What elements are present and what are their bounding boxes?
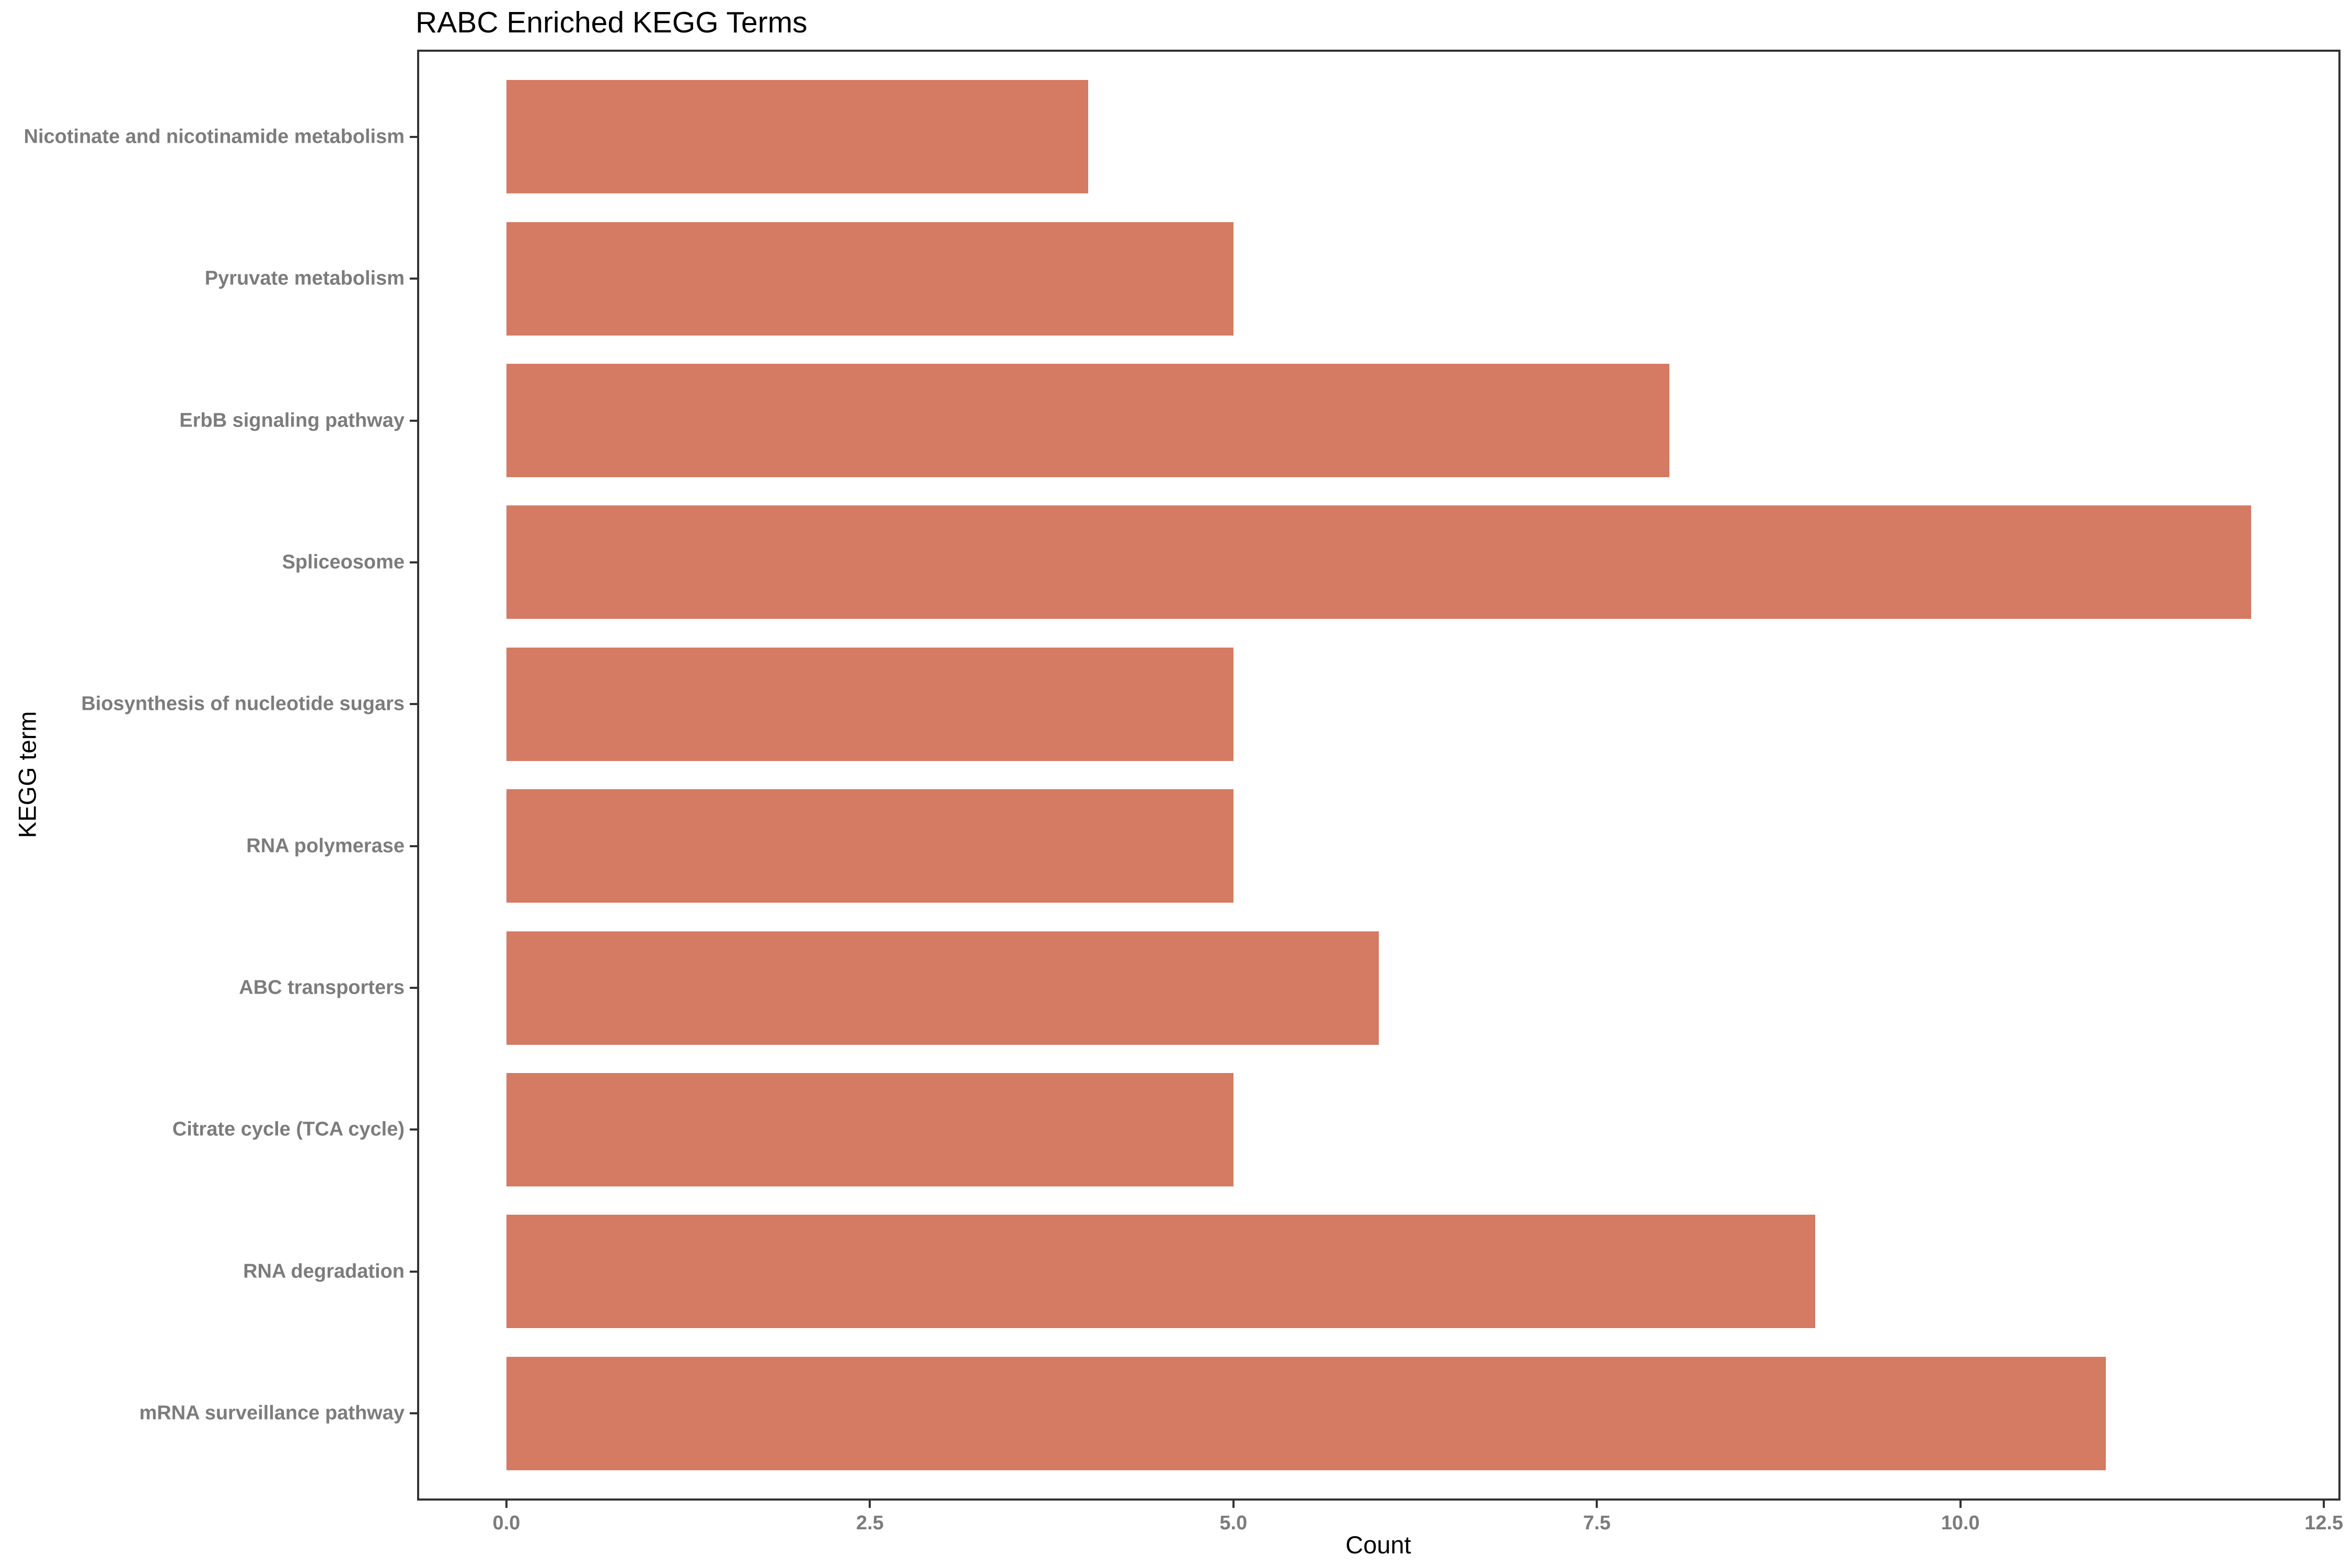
y-tick-label: Citrate cycle (TCA cycle) — [172, 1118, 405, 1140]
x-tick-label: 2.5 — [856, 1512, 884, 1534]
bar — [506, 80, 1088, 194]
x-tick-label: 5.0 — [1219, 1512, 1248, 1534]
chart-title: RABC Enriched KEGG Terms — [416, 6, 808, 39]
x-tick-mark — [2323, 1501, 2325, 1508]
y-tick-mark — [410, 561, 417, 563]
x-tick-label: 0.0 — [492, 1512, 521, 1534]
bar — [506, 931, 1379, 1045]
y-tick-label: ABC transporters — [239, 976, 405, 999]
y-tick-mark — [410, 703, 417, 706]
y-tick-label: Pyruvate metabolism — [204, 267, 405, 290]
y-tick-mark — [410, 1128, 417, 1131]
x-tick-mark — [1232, 1501, 1235, 1508]
y-tick-label: Spliceosome — [282, 551, 405, 573]
x-tick-label: 10.0 — [1941, 1512, 1980, 1534]
bar — [506, 222, 1233, 336]
bar — [506, 789, 1233, 903]
x-tick-label: 12.5 — [2304, 1512, 2344, 1534]
x-tick-label: 7.5 — [1583, 1512, 1611, 1534]
y-tick-mark — [410, 135, 417, 138]
y-tick-mark — [410, 419, 417, 422]
bar — [506, 1215, 1815, 1329]
y-axis-title: KEGG term — [13, 711, 41, 838]
y-tick-mark — [410, 987, 417, 989]
bar — [506, 1073, 1233, 1186]
y-tick-label: Biosynthesis of nucleotide sugars — [81, 693, 405, 715]
y-tick-mark — [410, 278, 417, 280]
y-tick-label: ErbB signaling pathway — [179, 409, 405, 432]
bar — [506, 647, 1233, 761]
y-tick-label: mRNA surveillance pathway — [139, 1402, 405, 1424]
x-tick-mark — [869, 1501, 871, 1508]
x-axis-title: Count — [1345, 1531, 1411, 1559]
y-tick-label: RNA degradation — [243, 1260, 405, 1283]
y-tick-label: RNA polymerase — [246, 835, 405, 857]
bar — [506, 505, 2252, 619]
y-tick-label: Nicotinate and nicotinamide metabolism — [24, 125, 405, 148]
y-tick-mark — [410, 1412, 417, 1415]
y-tick-mark — [410, 1270, 417, 1273]
y-tick-mark — [410, 845, 417, 847]
x-tick-mark — [505, 1501, 508, 1508]
x-tick-mark — [1959, 1501, 1962, 1508]
bar — [506, 364, 1670, 478]
x-tick-mark — [1596, 1501, 1598, 1508]
bar — [506, 1356, 2106, 1470]
